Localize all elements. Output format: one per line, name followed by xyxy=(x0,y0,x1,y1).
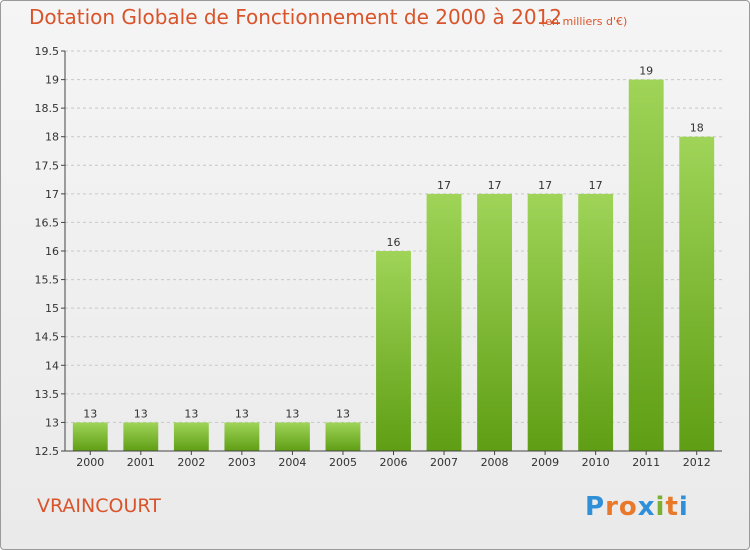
y-tick-label: 13 xyxy=(45,416,59,429)
bar xyxy=(274,422,310,451)
y-tick-label: 15 xyxy=(45,302,59,315)
axes xyxy=(61,50,722,455)
bar xyxy=(224,422,260,451)
data-label: 17 xyxy=(437,179,451,192)
x-tick-label: 2000 xyxy=(76,456,104,469)
data-label: 13 xyxy=(285,407,299,420)
data-label: 13 xyxy=(184,407,198,420)
x-tick-label: 2006 xyxy=(380,456,408,469)
y-tick-label: 14 xyxy=(45,359,59,372)
y-tick-label: 15.5 xyxy=(35,274,60,287)
logo-letter: r xyxy=(605,492,619,522)
bar xyxy=(527,193,563,451)
data-label: 13 xyxy=(235,407,249,420)
y-tick-label: 19 xyxy=(45,74,59,87)
data-label: 17 xyxy=(488,179,502,192)
y-tick-label: 17 xyxy=(45,188,59,201)
x-tick-label: 2008 xyxy=(481,456,509,469)
bar xyxy=(679,136,715,451)
y-tick-label: 19.5 xyxy=(35,45,60,58)
x-tick-label: 2003 xyxy=(228,456,256,469)
bar xyxy=(325,422,361,451)
y-tick-label: 14.5 xyxy=(35,331,60,344)
logo-letter: t xyxy=(665,492,679,522)
bar xyxy=(628,79,664,452)
x-tick-label: 2007 xyxy=(430,456,458,469)
x-tick-label: 2001 xyxy=(127,456,155,469)
y-tick-label: 13.5 xyxy=(35,388,60,401)
bar xyxy=(173,422,209,451)
commune-name: VRAINCOURT xyxy=(37,495,161,517)
y-tick-label: 17.5 xyxy=(35,159,60,172)
bar xyxy=(376,251,411,451)
bar xyxy=(123,422,159,451)
x-tick-label: 2002 xyxy=(177,456,205,469)
logo-letter: P xyxy=(585,492,606,522)
data-label: 17 xyxy=(538,179,552,192)
x-tick-label: 2010 xyxy=(582,456,610,469)
logo-letter: i xyxy=(678,492,689,522)
labels: 12.5 13 13.5 14 14.5 15 15.5 16 16.5 17 17.5 18 18.5… xyxy=(35,45,711,469)
data-label: 18 xyxy=(690,122,704,135)
chart-title: Dotation Globale de Fonctionnement de 20… xyxy=(29,5,562,29)
proxiti-logo: Proxiti xyxy=(585,492,689,522)
bar xyxy=(578,193,614,451)
logo-letter: i xyxy=(655,492,666,522)
data-label: 19 xyxy=(639,65,653,78)
x-tick-label: 2005 xyxy=(329,456,357,469)
y-tick-label: 16 xyxy=(45,245,59,258)
logo-letter: o xyxy=(618,492,638,522)
bar xyxy=(477,193,513,451)
x-tick-label: 2004 xyxy=(278,456,306,469)
x-tick-label: 2009 xyxy=(531,456,559,469)
data-label: 13 xyxy=(83,407,97,420)
y-tick-label: 18 xyxy=(45,131,59,144)
y-tick-label: 12.5 xyxy=(35,445,60,458)
bar xyxy=(72,422,108,451)
data-label: 13 xyxy=(134,407,148,420)
data-label: 16 xyxy=(387,236,401,249)
x-tick-label: 2012 xyxy=(683,456,711,469)
logo-letter: x xyxy=(637,492,656,522)
chart-subtitle: (en milliers d'€) xyxy=(541,15,628,28)
data-label: 13 xyxy=(336,407,350,420)
y-tick-label: 18.5 xyxy=(35,102,60,115)
y-tick-label: 16.5 xyxy=(35,216,60,229)
x-tick-label: 2011 xyxy=(632,456,660,469)
data-label: 17 xyxy=(589,179,603,192)
bars xyxy=(72,79,715,452)
bar xyxy=(426,193,462,451)
